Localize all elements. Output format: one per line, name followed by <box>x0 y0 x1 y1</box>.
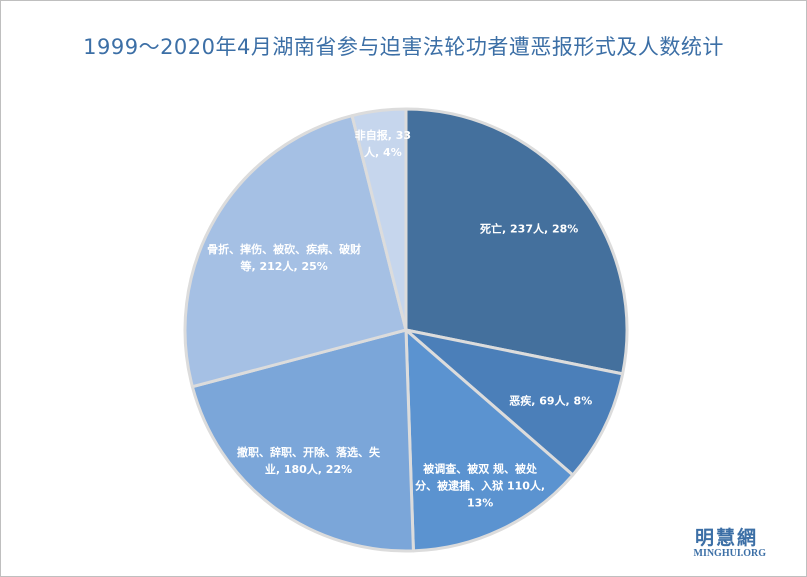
pie-slice <box>404 107 629 376</box>
slice-label: 死亡, 237人, 28% <box>480 222 579 236</box>
slice-label: 骨折、摔伤、被砍、疾病、破财等, 212人, 25% <box>207 243 362 274</box>
watermark-site: MINGHUI.ORG <box>693 548 767 559</box>
pie-slice <box>190 328 415 553</box>
chart-title: 1999～2020年4月湖南省参与迫害法轮功者遭恶报形式及人数统计 <box>83 35 724 59</box>
slice-label: 被调查、被双 规、被处分、被逮捕、入狱 110人, 13% <box>415 462 546 510</box>
slice-label: 恶疾, 69人, 8% <box>509 394 593 408</box>
slice-label: 撤职、辞职、开除、落选、失业, 180人, 22% <box>236 446 380 477</box>
watermark-logo: 明慧網 <box>694 527 758 549</box>
pie-slice <box>404 328 575 553</box>
pie-slice <box>350 107 408 332</box>
pie-slice <box>404 328 625 477</box>
pie-slice <box>183 114 408 389</box>
slice-label: 非自报, 33人, 4% <box>354 128 412 159</box>
